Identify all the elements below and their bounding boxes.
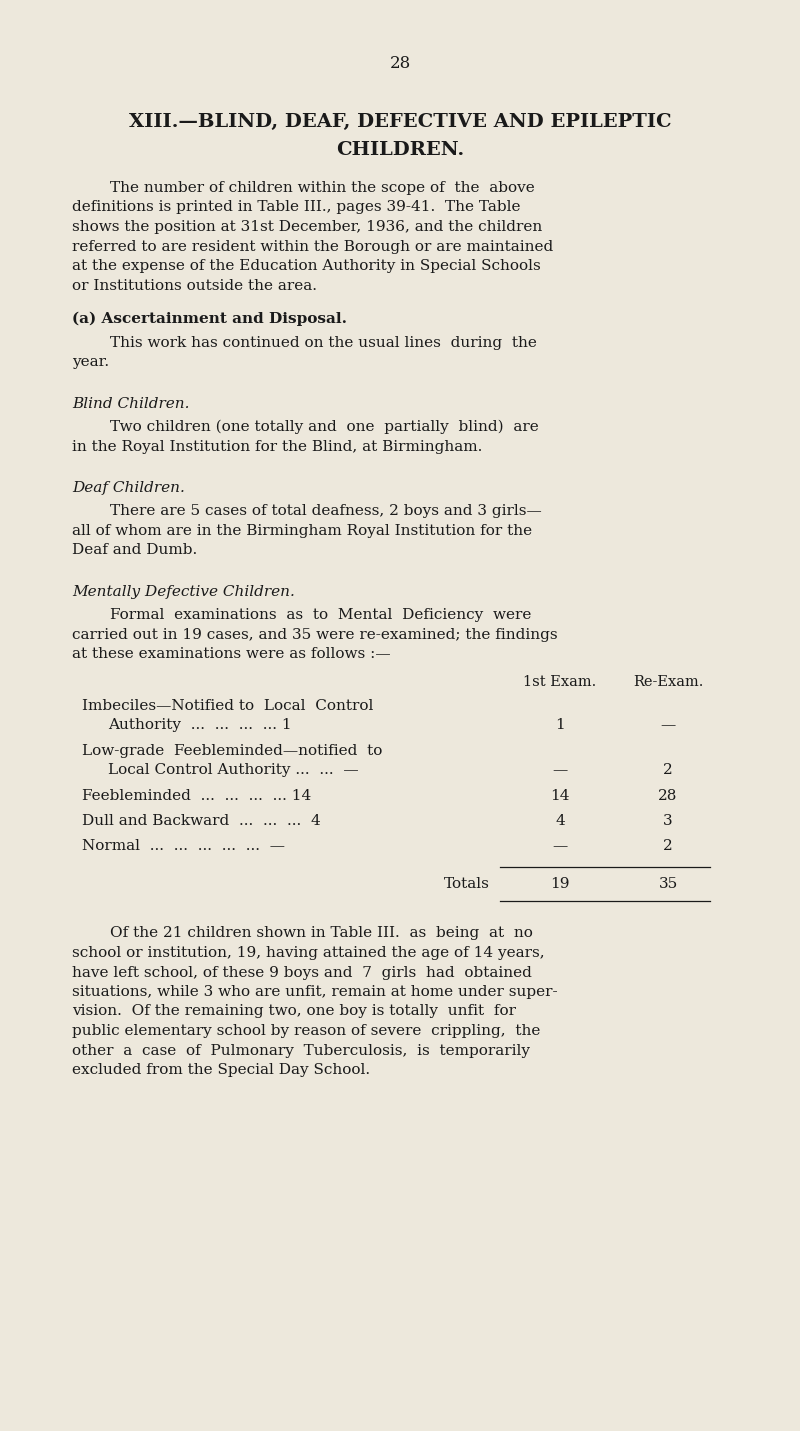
Text: 1st Exam.: 1st Exam. — [523, 675, 597, 688]
Text: CHILDREN.: CHILDREN. — [336, 142, 464, 159]
Text: 3: 3 — [663, 814, 673, 829]
Text: shows the position at 31st December, 1936, and the children: shows the position at 31st December, 193… — [72, 220, 542, 235]
Text: 35: 35 — [658, 877, 678, 892]
Text: 28: 28 — [658, 788, 678, 803]
Text: (a) Ascertainment and Disposal.: (a) Ascertainment and Disposal. — [72, 312, 347, 326]
Text: 19: 19 — [550, 877, 570, 892]
Text: Normal  ...  ...  ...  ...  ...  —: Normal ... ... ... ... ... — — [82, 840, 285, 853]
Text: —: — — [552, 840, 568, 853]
Text: excluded from the Special Day School.: excluded from the Special Day School. — [72, 1063, 370, 1078]
Text: —: — — [660, 718, 676, 733]
Text: This work has continued on the usual lines  during  the: This work has continued on the usual lin… — [110, 335, 537, 349]
Text: vision.  Of the remaining two, one boy is totally  unfit  for: vision. Of the remaining two, one boy is… — [72, 1005, 516, 1019]
Text: 14: 14 — [550, 788, 570, 803]
Text: definitions is printed in Table III., pages 39-41.  The Table: definitions is printed in Table III., pa… — [72, 200, 521, 215]
Text: referred to are resident within the Borough or are maintained: referred to are resident within the Boro… — [72, 239, 554, 253]
Text: other  a  case  of  Pulmonary  Tuberculosis,  is  temporarily: other a case of Pulmonary Tuberculosis, … — [72, 1043, 530, 1058]
Text: at the expense of the Education Authority in Special Schools: at the expense of the Education Authorit… — [72, 259, 541, 273]
Text: or Institutions outside the area.: or Institutions outside the area. — [72, 279, 317, 292]
Text: school or institution, 19, having attained the age of 14 years,: school or institution, 19, having attain… — [72, 946, 545, 960]
Text: year.: year. — [72, 355, 109, 369]
Text: Feebleminded  ...  ...  ...  ... 14: Feebleminded ... ... ... ... 14 — [82, 788, 311, 803]
Text: in the Royal Institution for the Blind, at Birmingham.: in the Royal Institution for the Blind, … — [72, 439, 482, 454]
Text: carried out in 19 cases, and 35 were re-examined; the findings: carried out in 19 cases, and 35 were re-… — [72, 628, 558, 643]
Text: Re-Exam.: Re-Exam. — [633, 675, 703, 688]
Text: 2: 2 — [663, 763, 673, 777]
Text: There are 5 cases of total deafness, 2 boys and 3 girls—: There are 5 cases of total deafness, 2 b… — [110, 505, 542, 518]
Text: have left school, of these 9 boys and  7  girls  had  obtained: have left school, of these 9 boys and 7 … — [72, 966, 532, 979]
Text: —: — — [552, 763, 568, 777]
Text: Totals: Totals — [444, 877, 490, 892]
Text: Deaf Children.: Deaf Children. — [72, 481, 185, 495]
Text: Mentally Defective Children.: Mentally Defective Children. — [72, 585, 295, 600]
Text: 28: 28 — [390, 54, 410, 72]
Text: at these examinations were as follows :—: at these examinations were as follows :— — [72, 647, 390, 661]
Text: Dull and Backward  ...  ...  ...  4: Dull and Backward ... ... ... 4 — [82, 814, 321, 829]
Text: The number of children within the scope of  the  above: The number of children within the scope … — [110, 180, 534, 195]
Text: Imbeciles—Notified to  Local  Control: Imbeciles—Notified to Local Control — [82, 698, 374, 713]
Text: Low-grade  Feebleminded—notified  to: Low-grade Feebleminded—notified to — [82, 744, 382, 757]
Text: 4: 4 — [555, 814, 565, 829]
Text: situations, while 3 who are unfit, remain at home under super­: situations, while 3 who are unfit, remai… — [72, 985, 558, 999]
Text: 1: 1 — [555, 718, 565, 733]
Text: Two children (one totally and  one  partially  blind)  are: Two children (one totally and one partia… — [110, 421, 538, 435]
Text: Blind Children.: Blind Children. — [72, 396, 190, 411]
Text: Local Control Authority ...  ...  —: Local Control Authority ... ... — — [108, 763, 358, 777]
Text: all of whom are in the Birmingham Royal Institution for the: all of whom are in the Birmingham Royal … — [72, 524, 532, 538]
Text: Of the 21 children shown in Table III.  as  being  at  no: Of the 21 children shown in Table III. a… — [110, 926, 533, 940]
Text: Authority  ...  ...  ...  ... 1: Authority ... ... ... ... 1 — [108, 718, 292, 733]
Text: Formal  examinations  as  to  Mental  Deficiency  were: Formal examinations as to Mental Deficie… — [110, 608, 531, 622]
Text: 2: 2 — [663, 840, 673, 853]
Text: XIII.—BLIND, DEAF, DEFECTIVE AND EPILEPTIC: XIII.—BLIND, DEAF, DEFECTIVE AND EPILEPT… — [129, 113, 671, 132]
Text: public elementary school by reason of severe  crippling,  the: public elementary school by reason of se… — [72, 1025, 540, 1037]
Text: Deaf and Dumb.: Deaf and Dumb. — [72, 544, 198, 558]
